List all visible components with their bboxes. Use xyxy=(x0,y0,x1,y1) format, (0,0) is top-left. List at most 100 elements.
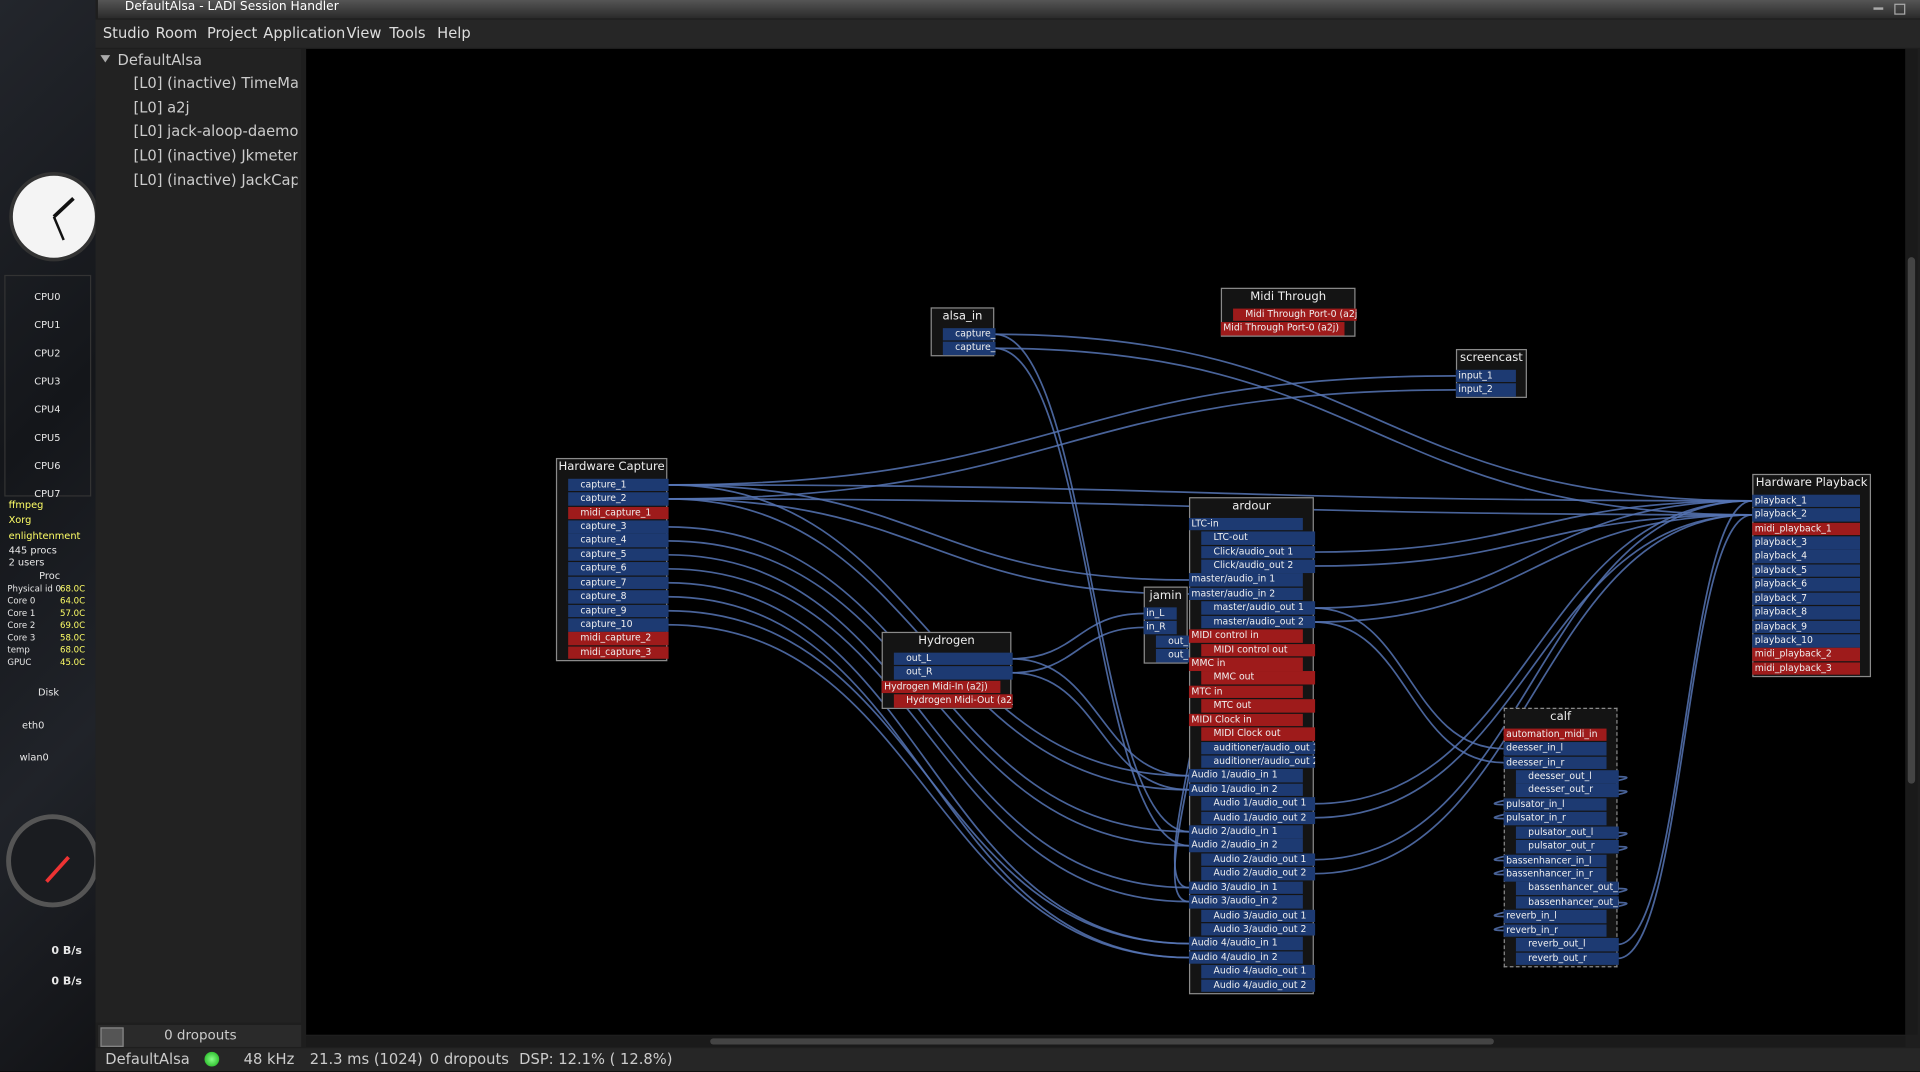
port[interactable]: deesser_in_r xyxy=(1503,756,1607,770)
port[interactable]: bassenhancer_out_l xyxy=(1515,882,1619,895)
port[interactable]: pulsator_in_l xyxy=(1503,798,1607,812)
port[interactable]: MMC in xyxy=(1188,657,1303,671)
port[interactable]: Audio 3/audio_out 1 xyxy=(1201,909,1316,923)
node[interactable]: Hardware Playback playback_1 playback_2 mid… xyxy=(1752,473,1872,678)
port[interactable]: Audio 2/audio_out 2 xyxy=(1201,867,1316,881)
port[interactable]: master/audio_in 2 xyxy=(1188,587,1303,601)
port[interactable]: pulsator_out_l xyxy=(1515,826,1619,840)
port[interactable]: Audio 1/audio_in 1 xyxy=(1188,769,1303,783)
port[interactable]: out_R xyxy=(893,666,1013,680)
port[interactable]: MMC out xyxy=(1201,671,1316,685)
port[interactable]: bassenhancer_in_r xyxy=(1503,868,1607,882)
port[interactable]: out_R xyxy=(1155,649,1189,662)
tree-item[interactable]: [L0] (inactive) Jkmeter xyxy=(133,147,298,165)
port[interactable]: midi_capture_3 xyxy=(568,646,669,660)
port[interactable]: playback_1 xyxy=(1752,494,1861,508)
port[interactable]: Audio 2/audio_in 1 xyxy=(1188,825,1303,839)
port[interactable]: out_L xyxy=(1155,635,1189,648)
node[interactable]: calf automation_midi_in deesser_in_l deesse… xyxy=(1503,707,1619,968)
port[interactable]: Hydrogen Midi-Out (a2j) xyxy=(893,694,1013,708)
port[interactable]: deesser_out_l xyxy=(1515,770,1619,784)
port[interactable]: capture_1 xyxy=(568,478,669,492)
port[interactable]: midi_playback_1 xyxy=(1752,522,1861,536)
port[interactable]: master/audio_out 2 xyxy=(1201,615,1316,629)
port[interactable]: Audio 1/audio_in 2 xyxy=(1188,783,1303,797)
port[interactable]: playback_6 xyxy=(1752,578,1861,592)
port[interactable]: reverb_out_l xyxy=(1515,938,1619,951)
tree-item[interactable]: [L0] (inactive) JackCapture xyxy=(133,171,297,189)
xrun-icon[interactable] xyxy=(100,1027,124,1047)
tree-item[interactable]: [L0] jack-aloop-daemon xyxy=(133,122,298,141)
port[interactable]: LTC-in xyxy=(1188,517,1303,531)
menu-item[interactable]: Project xyxy=(206,24,258,42)
minimize-button[interactable] xyxy=(1873,7,1884,10)
port[interactable]: capture_10 xyxy=(568,618,669,632)
port[interactable]: capture_2 xyxy=(568,492,669,506)
port[interactable]: playback_2 xyxy=(1752,508,1861,522)
port[interactable]: out_L xyxy=(893,652,1013,666)
port[interactable]: auditioner/audio_out 2 xyxy=(1201,755,1316,769)
port[interactable]: MIDI Clock out xyxy=(1201,727,1316,741)
scroll-thumb[interactable] xyxy=(1907,257,1916,784)
node[interactable]: Midi Through Midi Through Port-0 (a2j) Mid… xyxy=(1220,287,1357,338)
port[interactable]: pulsator_out_r xyxy=(1515,840,1619,854)
port[interactable]: bassenhancer_in_l xyxy=(1503,854,1607,868)
port[interactable]: Audio 3/audio_out 2 xyxy=(1201,923,1316,937)
port[interactable]: input_1 xyxy=(1455,369,1516,383)
menu-item[interactable]: Help xyxy=(437,24,471,42)
scroll-thumb[interactable] xyxy=(710,1038,1494,1045)
port[interactable]: playback_3 xyxy=(1752,536,1861,550)
port[interactable]: Audio 3/audio_in 1 xyxy=(1188,881,1303,895)
port[interactable]: reverb_in_l xyxy=(1503,910,1607,923)
port[interactable]: capture_3 xyxy=(568,520,669,534)
port[interactable]: playback_5 xyxy=(1752,564,1861,578)
port[interactable]: capture_1 xyxy=(942,327,996,341)
port[interactable]: playback_4 xyxy=(1752,550,1861,564)
port[interactable]: automation_midi_in xyxy=(1503,728,1607,742)
horizontal-scrollbar[interactable] xyxy=(306,1035,1906,1047)
port[interactable]: Audio 4/audio_out 1 xyxy=(1201,965,1316,979)
port[interactable]: Audio 1/audio_out 2 xyxy=(1201,811,1316,825)
port[interactable]: auditioner/audio_out 1 xyxy=(1201,741,1316,755)
port[interactable]: MTC out xyxy=(1201,699,1316,713)
port[interactable]: Click/audio_out 1 xyxy=(1201,545,1316,559)
maximize-button[interactable] xyxy=(1894,3,1906,15)
node[interactable]: Hardware Capture capture_1 capture_2 midi_c… xyxy=(555,457,669,662)
port[interactable]: LTC-out xyxy=(1201,531,1316,545)
port[interactable]: midi_capture_1 xyxy=(568,506,669,520)
menu-item[interactable]: Room xyxy=(155,24,198,42)
vertical-scrollbar[interactable] xyxy=(1905,48,1918,1035)
port[interactable]: Hydrogen Midi-In (a2j) xyxy=(881,680,1001,694)
port[interactable]: capture_8 xyxy=(568,590,669,604)
port[interactable]: playback_9 xyxy=(1752,620,1861,634)
port[interactable]: deesser_in_l xyxy=(1503,742,1607,756)
port[interactable]: master/audio_out 1 xyxy=(1201,601,1316,615)
port[interactable]: Audio 2/audio_in 2 xyxy=(1188,839,1303,853)
port[interactable]: reverb_out_r xyxy=(1515,952,1619,965)
port[interactable]: capture_5 xyxy=(568,548,669,562)
tree-toggle[interactable] xyxy=(100,55,111,63)
port[interactable]: playback_10 xyxy=(1752,634,1861,648)
tree-root[interactable]: DefaultAlsa xyxy=(117,51,203,69)
port[interactable]: Audio 4/audio_out 2 xyxy=(1201,979,1316,993)
port[interactable]: capture_2 xyxy=(942,341,996,355)
port[interactable]: reverb_in_r xyxy=(1503,924,1607,937)
port[interactable]: Audio 4/audio_in 2 xyxy=(1188,951,1303,965)
port[interactable]: midi_playback_2 xyxy=(1752,648,1861,662)
port[interactable]: bassenhancer_out_r xyxy=(1515,896,1619,909)
port[interactable]: midi_capture_2 xyxy=(568,632,669,646)
port[interactable]: MIDI control in xyxy=(1188,629,1303,643)
port[interactable]: MIDI Clock in xyxy=(1188,713,1303,727)
menu-item[interactable]: View xyxy=(346,24,382,42)
port[interactable]: in_R xyxy=(1143,621,1177,634)
node[interactable]: ardour LTC-in LTC-out Click/audio_out 1 Clic… xyxy=(1188,497,1316,995)
port[interactable]: capture_4 xyxy=(568,534,669,548)
port[interactable]: midi_playback_3 xyxy=(1752,662,1861,676)
port[interactable]: playback_7 xyxy=(1752,592,1861,606)
node[interactable]: screencast input_1 input_2 xyxy=(1455,348,1527,399)
menu-item[interactable]: Tools xyxy=(389,24,426,42)
tree-item[interactable]: [L0] a2j xyxy=(133,98,190,116)
port[interactable]: capture_6 xyxy=(568,562,669,576)
port[interactable]: deesser_out_r xyxy=(1515,784,1619,798)
